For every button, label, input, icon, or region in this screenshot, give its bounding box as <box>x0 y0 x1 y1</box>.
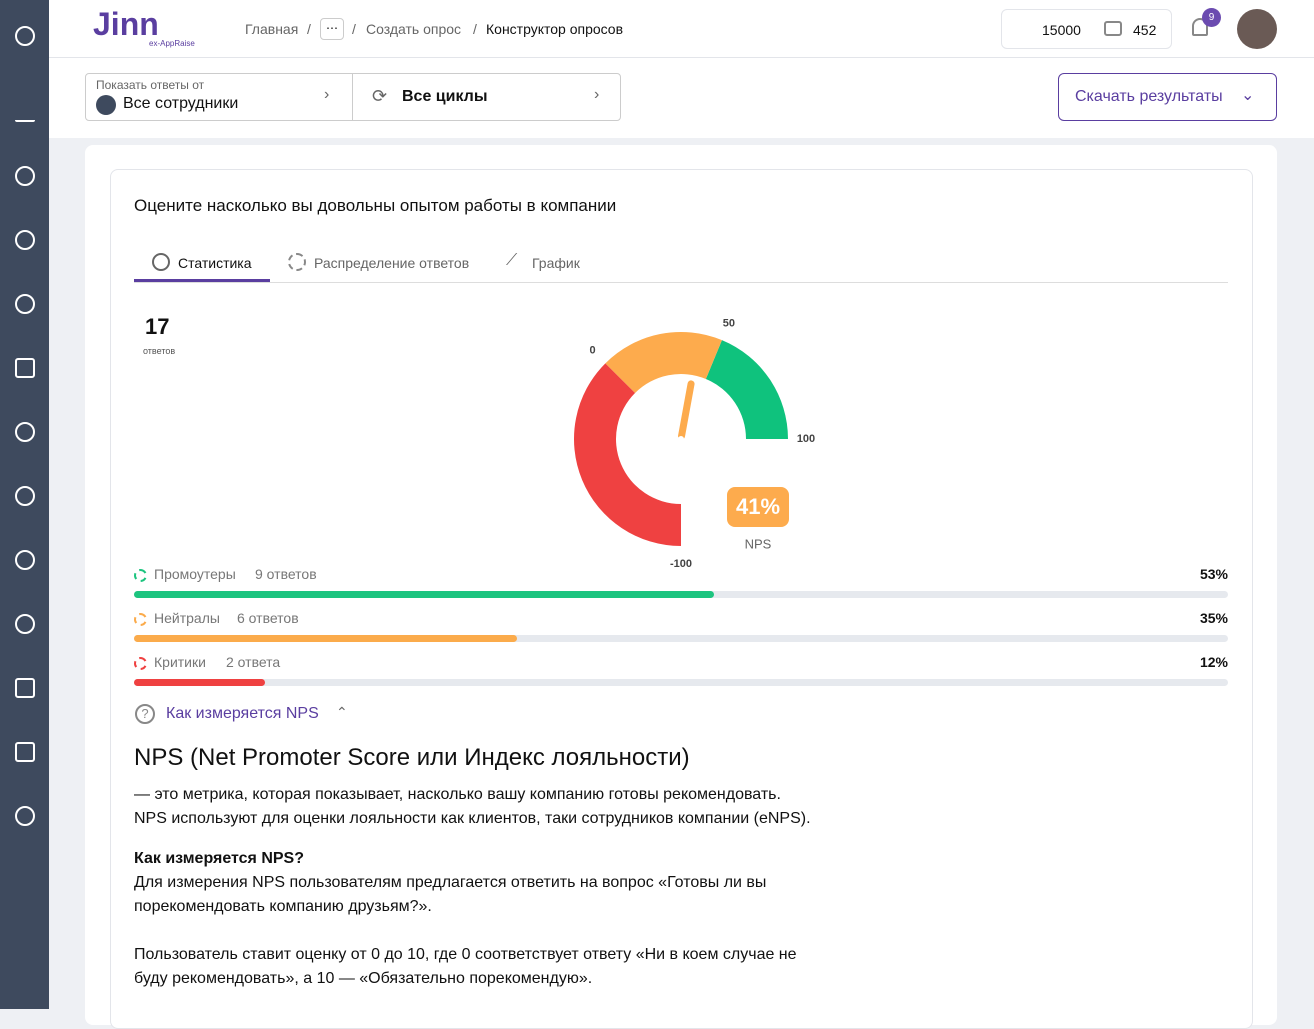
notification-count: 9 <box>1202 8 1221 27</box>
nav-pulse[interactable] <box>15 102 35 122</box>
group-icon <box>134 613 147 626</box>
collapse-icon[interactable]: ⌃ <box>336 704 348 720</box>
group-count: 2 ответа <box>226 654 281 670</box>
group-name: Промоутеры <box>154 566 236 582</box>
download-button[interactable]: Скачать результаты ⌄ <box>1058 73 1277 121</box>
users-icon <box>96 95 116 115</box>
employees-filter[interactable]: Показать ответы от Все сотрудники › <box>86 74 353 120</box>
group-percent: 35% <box>1199 610 1228 626</box>
filter-label: Показать ответы от <box>96 78 205 92</box>
tab[interactable]: Распределение ответов <box>314 255 470 271</box>
separator: / <box>473 21 477 37</box>
tab-indicator <box>134 279 270 282</box>
wallet: 452 <box>1133 22 1157 38</box>
cycles-filter[interactable]: ⟳ Все циклы › <box>354 74 620 120</box>
group-percent: 12% <box>1199 654 1228 670</box>
question-card <box>110 169 1253 1029</box>
filter-bar: Показать ответы от Все сотрудники › ⟳ Вс… <box>49 58 1314 138</box>
help-icon: ? <box>135 704 155 724</box>
text-line: порекомендовать компанию друзьям?». <box>134 898 432 915</box>
nav-gifts[interactable] <box>15 678 35 698</box>
filter-value: Все сотрудники <box>123 95 239 112</box>
nav-teams[interactable] <box>15 230 35 250</box>
nav-home[interactable] <box>15 26 35 46</box>
breadcrumb-more[interactable]: ⋯ <box>320 18 344 40</box>
sidebar <box>0 0 49 1009</box>
group-icon <box>134 569 147 582</box>
nav-growth[interactable] <box>15 550 35 570</box>
tab-icon <box>288 253 306 271</box>
help-heading: NPS (Net Promoter Score или Индекс лояль… <box>134 744 690 771</box>
download-text: Скачать результаты <box>1075 88 1223 105</box>
wallet-icon <box>1104 21 1122 36</box>
progress-bar <box>134 591 714 598</box>
progress-track <box>134 635 1228 642</box>
progress-track <box>134 679 1228 686</box>
chevron: › <box>324 86 330 103</box>
chevron: › <box>594 86 600 103</box>
group-percent: 53% <box>1199 566 1228 582</box>
nav-feedback[interactable] <box>15 294 35 314</box>
breadcrumb[interactable]: Создать опрос <box>366 21 462 37</box>
nav-settings[interactable] <box>15 806 35 826</box>
nav-profile[interactable] <box>15 166 35 186</box>
separator: / <box>307 21 311 37</box>
text-line: Пользователь ставит оценку от 0 до 10, г… <box>134 946 797 963</box>
text-line: Для измерения NPS пользователям предлага… <box>134 874 767 891</box>
nav-structure[interactable] <box>15 358 35 378</box>
help-toggle[interactable]: Как измеряется NPS <box>166 705 319 722</box>
progress-bar <box>134 679 266 686</box>
bell[interactable] <box>1192 18 1208 36</box>
text-line: буду рекомендовать», а 10 — «Обязательно… <box>134 970 593 987</box>
nav-integrations[interactable] <box>15 742 35 762</box>
tab-icon <box>152 253 170 271</box>
breadcrumb-current: Конструктор опросов <box>486 21 624 37</box>
nav-surveys[interactable] <box>15 422 35 442</box>
text-line: NPS используют для оценки лояльности как… <box>134 810 811 827</box>
separator: / <box>352 21 356 37</box>
help-subheading: Как измеряется NPS? <box>134 850 304 867</box>
filter-group: Показать ответы от Все сотрудники › ⟳ Вс… <box>85 73 621 121</box>
claps: 15000 <box>1042 22 1081 38</box>
logo-sub: ex-AppRaise <box>149 39 195 48</box>
logo[interactable]: Jinn <box>93 6 159 42</box>
cycle-icon: ⟳ <box>372 86 388 106</box>
nav-goals[interactable] <box>15 614 35 634</box>
top-bar: Jinn ex-AppRaise Главная / ⋯ / Создать о… <box>49 0 1314 58</box>
tab-active[interactable]: Статистика <box>178 255 252 271</box>
filter-value: Все циклы <box>402 88 488 105</box>
breadcrumb[interactable]: Главная <box>245 21 299 37</box>
group-icon <box>134 657 147 670</box>
balance-box: 15000 452 <box>1001 9 1172 49</box>
nav-cycles[interactable] <box>15 486 35 506</box>
avatar[interactable] <box>1237 9 1277 49</box>
responses-count: 17 <box>145 314 170 339</box>
group-count: 6 ответов <box>237 610 299 626</box>
tab-icon: ⟋ <box>506 252 518 269</box>
responses-label: ответов <box>143 346 176 356</box>
tab[interactable]: График <box>532 255 580 271</box>
progress-bar <box>134 635 517 642</box>
group-count: 9 ответов <box>255 566 317 582</box>
text-line: — это метрика, которая показывает, наско… <box>134 786 781 803</box>
dropdown-icon: ⌄ <box>1241 87 1255 104</box>
group-name: Критики <box>154 654 206 670</box>
question-title: Оцените насколько вы довольны опытом раб… <box>134 196 617 215</box>
group-name: Нейтралы <box>154 610 220 626</box>
tabs-divider <box>134 282 1228 283</box>
